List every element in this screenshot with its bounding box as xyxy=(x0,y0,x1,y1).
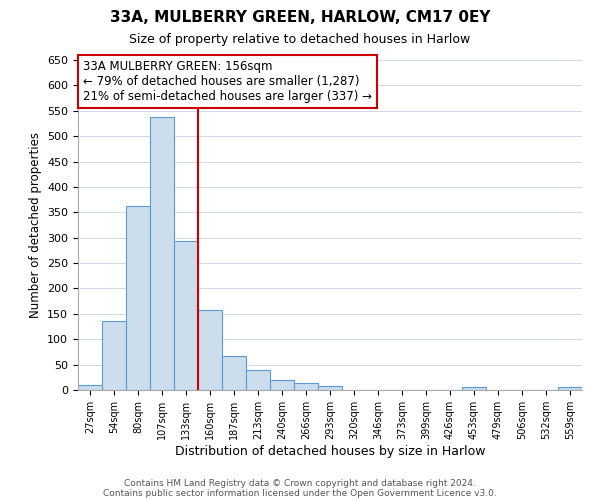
Bar xyxy=(294,384,318,390)
Bar xyxy=(222,356,246,390)
Text: Size of property relative to detached houses in Harlow: Size of property relative to detached ho… xyxy=(130,32,470,46)
Bar xyxy=(318,386,342,390)
Text: 33A MULBERRY GREEN: 156sqm
← 79% of detached houses are smaller (1,287)
21% of s: 33A MULBERRY GREEN: 156sqm ← 79% of deta… xyxy=(83,60,372,103)
Text: Contains HM Land Registry data © Crown copyright and database right 2024.: Contains HM Land Registry data © Crown c… xyxy=(124,478,476,488)
Bar xyxy=(126,206,150,390)
Text: 33A, MULBERRY GREEN, HARLOW, CM17 0EY: 33A, MULBERRY GREEN, HARLOW, CM17 0EY xyxy=(110,10,490,25)
Bar xyxy=(246,370,270,390)
Bar xyxy=(150,118,174,390)
Text: Contains public sector information licensed under the Open Government Licence v3: Contains public sector information licen… xyxy=(103,488,497,498)
Bar xyxy=(102,322,126,390)
Bar xyxy=(78,385,102,390)
Bar xyxy=(198,310,222,390)
Bar xyxy=(270,380,294,390)
Bar xyxy=(462,388,486,390)
X-axis label: Distribution of detached houses by size in Harlow: Distribution of detached houses by size … xyxy=(175,444,485,458)
Bar xyxy=(558,388,582,390)
Bar xyxy=(174,241,198,390)
Y-axis label: Number of detached properties: Number of detached properties xyxy=(29,132,41,318)
